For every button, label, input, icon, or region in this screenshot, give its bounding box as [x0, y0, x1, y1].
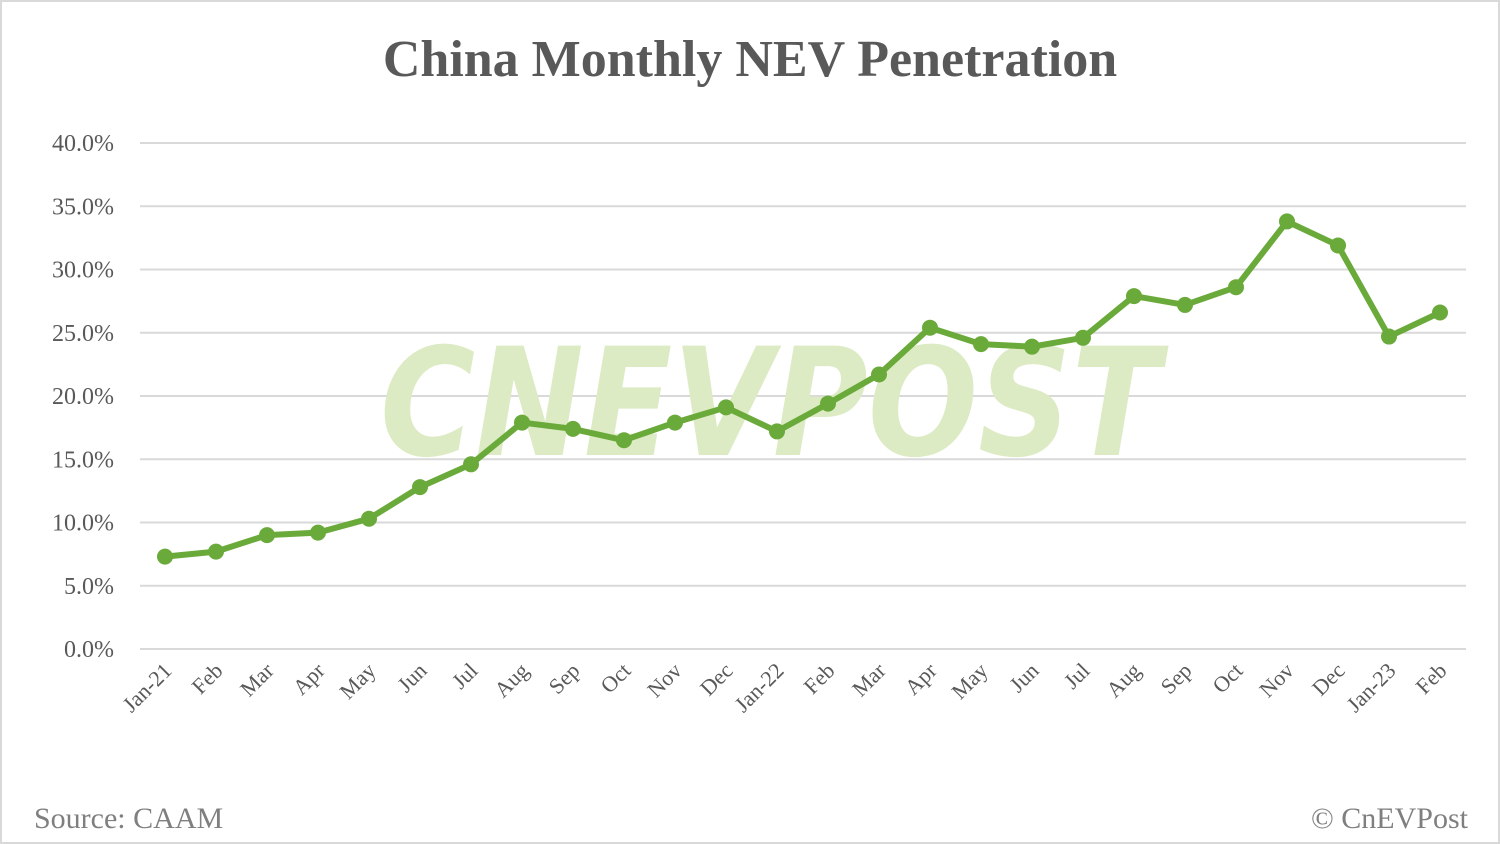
x-tick-label: Jun: [392, 658, 431, 697]
x-tick-label: Feb: [1411, 658, 1452, 699]
data-point-marker: [1432, 304, 1448, 321]
data-point-marker: [1279, 213, 1295, 230]
series-line: [164, 218, 1442, 560]
x-tick-label: Mar: [235, 657, 279, 701]
y-tick-label: 15.0%: [52, 447, 114, 473]
data-point-marker: [871, 366, 887, 383]
data-point-marker: [463, 456, 479, 473]
series-nev-penetration: [157, 213, 1448, 565]
y-axis-ticks: 0.0% 5.0% 10.0% 15.0% 20.0% 25.0% 30.0% 35.0% 40…: [52, 131, 114, 663]
x-tick-label: Jan-22: [729, 658, 788, 717]
source-note: Source: CAAM: [34, 802, 224, 835]
x-tick-label: May: [334, 658, 380, 704]
data-point-marker: [514, 414, 530, 431]
y-tick-label: 40.0%: [52, 131, 114, 157]
x-tick-label: Aug: [1101, 658, 1145, 702]
y-tick-label: 35.0%: [52, 194, 114, 220]
x-tick-label: Feb: [799, 658, 840, 699]
data-point-marker: [1024, 338, 1040, 355]
data-point-marker: [157, 548, 173, 565]
data-point-marker: [259, 527, 275, 544]
x-tick-label: Jul: [447, 658, 483, 694]
data-point-marker: [667, 414, 683, 431]
chart-title: China Monthly NEV Penetration: [382, 31, 1118, 88]
y-tick-label: 10.0%: [52, 511, 114, 537]
x-tick-label: Nov: [1254, 658, 1298, 702]
data-point-marker: [820, 395, 836, 412]
x-tick-label: Feb: [187, 658, 228, 699]
x-tick-label: Apr: [288, 657, 330, 699]
data-point-marker: [208, 543, 224, 560]
data-point-marker: [412, 479, 428, 496]
y-tick-label: 20.0%: [52, 384, 114, 410]
x-tick-label: Nov: [642, 658, 686, 702]
data-point-marker: [310, 524, 326, 541]
data-point-marker: [1381, 328, 1397, 345]
x-tick-label: Sep: [544, 658, 585, 699]
y-tick-label: 0.0%: [64, 637, 114, 663]
x-tick-label: Dec: [695, 658, 738, 701]
data-point-marker: [1126, 288, 1142, 305]
x-tick-label: Aug: [489, 658, 533, 702]
y-tick-label: 30.0%: [52, 258, 114, 284]
x-tick-label: Jun: [1004, 658, 1043, 697]
y-tick-label: 25.0%: [52, 321, 114, 347]
x-tick-label: May: [946, 658, 992, 704]
x-tick-label: Apr: [900, 657, 942, 699]
x-tick-label: Oct: [1207, 658, 1247, 698]
data-point-marker: [616, 432, 632, 449]
data-point-marker: [361, 510, 377, 527]
x-tick-label: Oct: [595, 658, 635, 698]
x-tick-label: Jan-23: [1341, 658, 1400, 717]
data-point-marker: [1177, 296, 1193, 313]
x-tick-label: Jan-21: [117, 658, 176, 717]
x-tick-label: Jul: [1059, 658, 1095, 694]
x-tick-label: Dec: [1307, 658, 1350, 701]
x-tick-label: Mar: [847, 657, 891, 701]
x-tick-label: Sep: [1156, 658, 1197, 699]
data-point-marker: [1228, 279, 1244, 296]
data-point-marker: [973, 336, 989, 353]
x-axis-ticks: Jan-21 Feb Mar Apr May Jun Jul Aug Sep Oct Nov DecJ…: [117, 657, 1451, 717]
data-point-marker: [718, 399, 734, 416]
copyright-credit: © CnEVPost: [1311, 802, 1468, 835]
gridlines: [140, 142, 1466, 650]
y-tick-label: 5.0%: [64, 574, 114, 600]
data-point-marker: [565, 420, 581, 437]
data-point-marker: [1075, 329, 1091, 346]
data-point-marker: [922, 319, 938, 336]
data-point-marker: [1330, 237, 1346, 254]
data-point-marker: [769, 423, 785, 440]
